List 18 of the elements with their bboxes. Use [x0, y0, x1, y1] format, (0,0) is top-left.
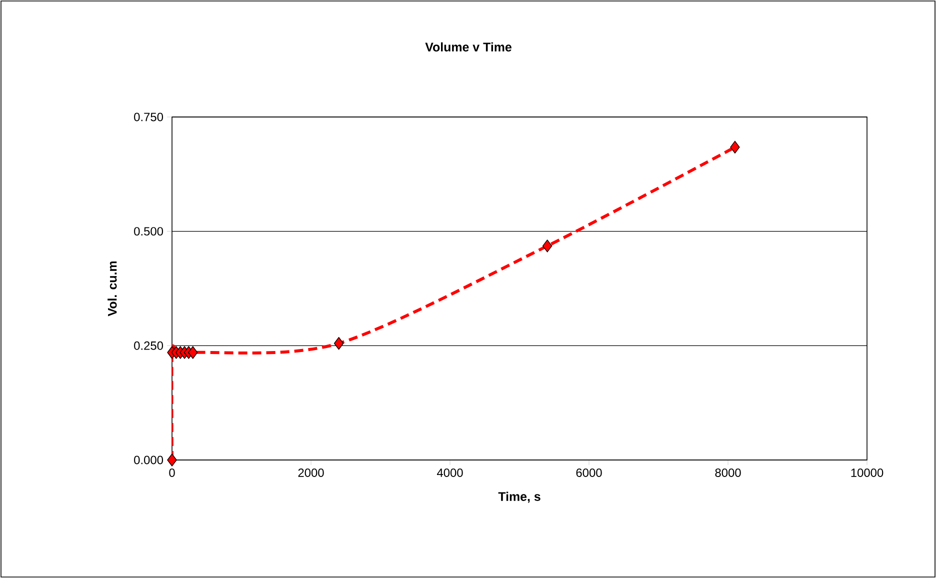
y-axis-title: Vol. cu.m: [108, 261, 117, 316]
y-tick-label: 0.500: [134, 227, 164, 236]
y-tick-label: 0.000: [134, 456, 164, 464]
x-tick-label: 6000: [576, 468, 602, 477]
point: [730, 140, 740, 154]
chart-title: Volume v Time: [425, 42, 512, 52]
x-axis-title: Time, s: [498, 492, 540, 503]
point: [188, 346, 198, 359]
point: [542, 240, 552, 252]
x-tick-label: 4000: [436, 468, 463, 477]
x-tick-label: 2000: [298, 468, 324, 477]
point: [334, 337, 344, 350]
point: [167, 454, 177, 466]
y-tick-label: 0.250: [134, 341, 164, 350]
x-tick-label: 10000: [851, 468, 884, 477]
y-tick-label: 0.750: [134, 112, 164, 122]
x-tick-label: 0: [169, 468, 175, 477]
x-tick-label: 8000: [715, 468, 741, 477]
